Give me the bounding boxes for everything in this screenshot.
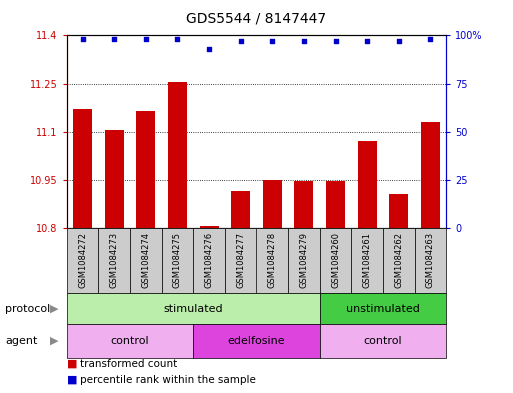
- Bar: [105, 130, 124, 228]
- Bar: [389, 194, 408, 228]
- Text: ■: ■: [67, 375, 77, 385]
- Point: [300, 38, 308, 44]
- Bar: [358, 141, 377, 228]
- Bar: [231, 191, 250, 228]
- Point: [205, 46, 213, 52]
- Text: protocol: protocol: [5, 303, 50, 314]
- Point: [426, 36, 435, 42]
- Text: GSM1084278: GSM1084278: [268, 232, 277, 288]
- Bar: [200, 226, 219, 228]
- Point: [142, 36, 150, 42]
- Point: [331, 38, 340, 44]
- Bar: [421, 122, 440, 228]
- Text: GSM1084273: GSM1084273: [110, 232, 119, 288]
- Bar: [263, 180, 282, 228]
- Bar: [326, 182, 345, 228]
- Text: control: control: [364, 336, 402, 346]
- Text: ▶: ▶: [50, 336, 58, 346]
- Text: unstimulated: unstimulated: [346, 303, 420, 314]
- Text: edelfosine: edelfosine: [228, 336, 285, 346]
- Text: stimulated: stimulated: [164, 303, 223, 314]
- Point: [363, 38, 371, 44]
- Point: [268, 38, 277, 44]
- Text: GSM1084279: GSM1084279: [300, 232, 308, 288]
- Text: agent: agent: [5, 336, 37, 346]
- Text: percentile rank within the sample: percentile rank within the sample: [80, 375, 255, 385]
- Text: GSM1084277: GSM1084277: [236, 232, 245, 288]
- Text: GSM1084272: GSM1084272: [78, 232, 87, 288]
- Point: [78, 36, 87, 42]
- Text: transformed count: transformed count: [80, 359, 177, 369]
- Text: GSM1084262: GSM1084262: [394, 232, 403, 288]
- Bar: [294, 182, 313, 228]
- Point: [394, 38, 403, 44]
- Text: GSM1084263: GSM1084263: [426, 232, 435, 288]
- Point: [173, 36, 182, 42]
- Bar: [168, 82, 187, 228]
- Bar: [73, 109, 92, 228]
- Text: GSM1084275: GSM1084275: [173, 232, 182, 288]
- Text: ■: ■: [67, 359, 77, 369]
- Text: GSM1084274: GSM1084274: [141, 232, 150, 288]
- Text: control: control: [111, 336, 149, 346]
- Text: GDS5544 / 8147447: GDS5544 / 8147447: [186, 12, 327, 26]
- Point: [110, 36, 118, 42]
- Point: [236, 38, 245, 44]
- Bar: [136, 111, 155, 228]
- Text: GSM1084260: GSM1084260: [331, 232, 340, 288]
- Text: GSM1084261: GSM1084261: [363, 232, 372, 288]
- Text: ▶: ▶: [50, 303, 58, 314]
- Text: GSM1084276: GSM1084276: [205, 232, 213, 288]
